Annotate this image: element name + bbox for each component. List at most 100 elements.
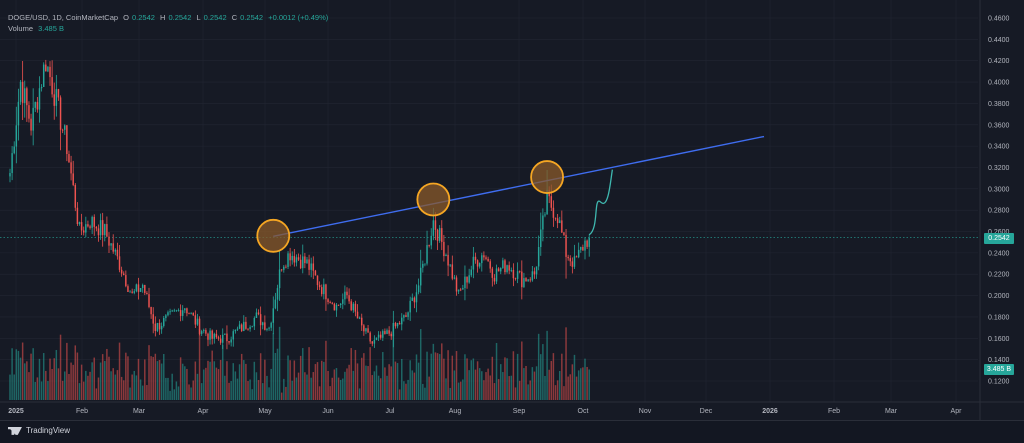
candle [112, 234, 114, 254]
y-tick-label: 0.2000 [988, 293, 1010, 300]
volume-bar [9, 374, 11, 400]
x-tick-label: Aug [449, 408, 462, 415]
candle [394, 321, 397, 329]
candle [457, 289, 460, 295]
candle [497, 267, 500, 272]
volume-bar [396, 363, 399, 400]
candle [200, 329, 203, 336]
candle [101, 212, 104, 247]
volume-bar [415, 354, 418, 400]
candle [133, 289, 136, 295]
candle [468, 268, 470, 284]
candle [32, 88, 34, 146]
candle [407, 311, 409, 320]
volume-bar [371, 375, 374, 400]
candle [339, 302, 342, 308]
volume-bar [487, 368, 489, 400]
volume-bar [158, 360, 161, 400]
volume-bar [213, 361, 216, 400]
time-axis[interactable]: 2025 Feb Mar Apr May Jun Jul Aug Sep Oct Nov Dec 202… [0, 401, 1024, 415]
candle [373, 335, 376, 348]
volume-bar [85, 370, 87, 400]
volume-bar [17, 350, 20, 400]
volume-bar [253, 361, 256, 400]
volume-bar [369, 347, 371, 400]
volume-bar [314, 364, 317, 400]
candle [413, 296, 416, 309]
candle [171, 309, 173, 312]
volume-bar [259, 353, 262, 400]
peak-highlight-circle[interactable] [416, 182, 451, 217]
resistance-trendline[interactable] [273, 135, 765, 238]
tradingview-logo[interactable]: TradingView [8, 426, 70, 435]
volume-bar [249, 379, 251, 400]
candle [297, 253, 300, 262]
candle [325, 283, 327, 311]
volume-bar [11, 348, 13, 400]
candle [529, 277, 531, 283]
volume-bar [120, 376, 123, 400]
volume-bar [80, 364, 83, 400]
candle [251, 325, 253, 328]
candle [224, 333, 226, 336]
candle [361, 313, 363, 331]
peak-highlight-circle[interactable] [256, 218, 291, 253]
candle [59, 95, 62, 151]
volume-bar [367, 366, 369, 400]
x-tick-label: Dec [700, 408, 713, 415]
projection-path[interactable] [588, 169, 614, 236]
volume-bar [417, 362, 420, 400]
candle [377, 331, 380, 342]
candle [464, 265, 466, 301]
volume-bar [152, 356, 154, 400]
volume-bar [293, 360, 296, 400]
candle [470, 265, 473, 278]
volume-bar [129, 387, 131, 400]
y-tick-label: 0.3800 [988, 101, 1010, 108]
candle [120, 266, 123, 277]
volume-bar [59, 334, 62, 400]
volume-bar [337, 377, 340, 400]
candle [152, 307, 154, 334]
candle [318, 281, 321, 291]
candle [186, 307, 188, 317]
candle [382, 329, 384, 342]
volume-bar [386, 375, 388, 400]
candle [169, 308, 171, 315]
candle [483, 251, 485, 261]
volume-bar [234, 371, 237, 400]
volume-bar [308, 347, 310, 400]
candle [584, 237, 586, 260]
candle [314, 269, 317, 276]
y-tick-label: 0.3200 [988, 165, 1010, 172]
candle [352, 302, 355, 313]
volume-bar [89, 371, 91, 400]
candle [299, 254, 302, 270]
volume-bar [34, 381, 37, 400]
candle [122, 271, 125, 276]
volume-bar [70, 362, 72, 400]
volume-bar [55, 349, 58, 400]
y-tick-label: 0.2800 [988, 208, 1010, 215]
candle [502, 257, 504, 269]
volume-bar [542, 344, 544, 400]
candle [287, 251, 289, 270]
candle [327, 298, 329, 305]
candle [302, 244, 304, 274]
candle [205, 328, 207, 337]
volume-bar [238, 364, 241, 400]
volume-bar [422, 383, 424, 400]
candle [333, 302, 336, 311]
high-label: H [160, 13, 166, 22]
volume-bar [72, 364, 74, 400]
peak-highlight-circle[interactable] [530, 160, 564, 194]
candle [125, 270, 127, 288]
volume-bar [331, 377, 333, 400]
candle [569, 255, 571, 267]
volume-bar [375, 365, 378, 400]
volume-bar [398, 389, 401, 400]
volume-bar [504, 357, 506, 400]
price-axis[interactable]: 0.4600 0.4400 0.4200 0.4000 0.3800 0.3600 0.34… [979, 0, 1010, 420]
candle [291, 251, 293, 265]
